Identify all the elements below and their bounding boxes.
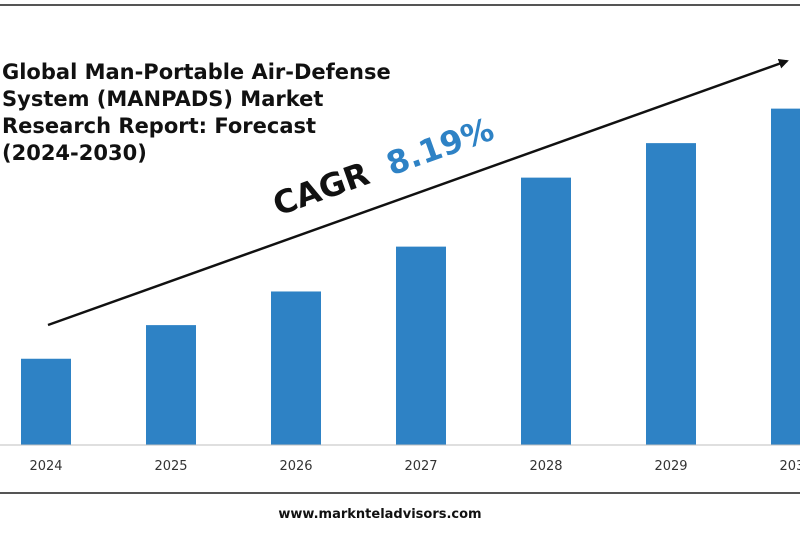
bar-2024	[21, 358, 71, 445]
x-tick-label-2025: 2025	[154, 459, 187, 474]
bar-2025	[146, 325, 196, 445]
bar-2027	[396, 246, 446, 445]
bar-series	[21, 108, 800, 445]
x-tick-label-2026: 2026	[279, 459, 312, 474]
bar-2030	[771, 108, 800, 445]
x-tick-label-2024: 2024	[29, 459, 62, 474]
x-tick-label-2029: 2029	[654, 459, 687, 474]
x-tick-label-2030: 2030	[779, 459, 800, 474]
chart-title-line-4: (2024-2030)	[2, 141, 147, 165]
x-tick-label-2028: 2028	[529, 459, 562, 474]
chart-title-line-2: System (MANPADS) Market	[2, 87, 323, 111]
website-url: www.marknteladvisors.com	[278, 507, 481, 522]
bar-2028	[521, 177, 571, 445]
cagr-value: 8.19%	[381, 110, 498, 183]
chart-title-line-3: Research Report: Forecast	[2, 114, 316, 138]
growth-trend-arrow	[47, 58, 789, 327]
bar-2026	[271, 291, 321, 445]
x-axis-tick-labels: 2024 2025 2026 2027 2028 2029 2030	[29, 459, 800, 474]
chart-title-line-1: Global Man-Portable Air-Defense	[2, 60, 391, 84]
x-tick-label-2027: 2027	[404, 459, 437, 474]
bar-2029	[646, 143, 696, 445]
